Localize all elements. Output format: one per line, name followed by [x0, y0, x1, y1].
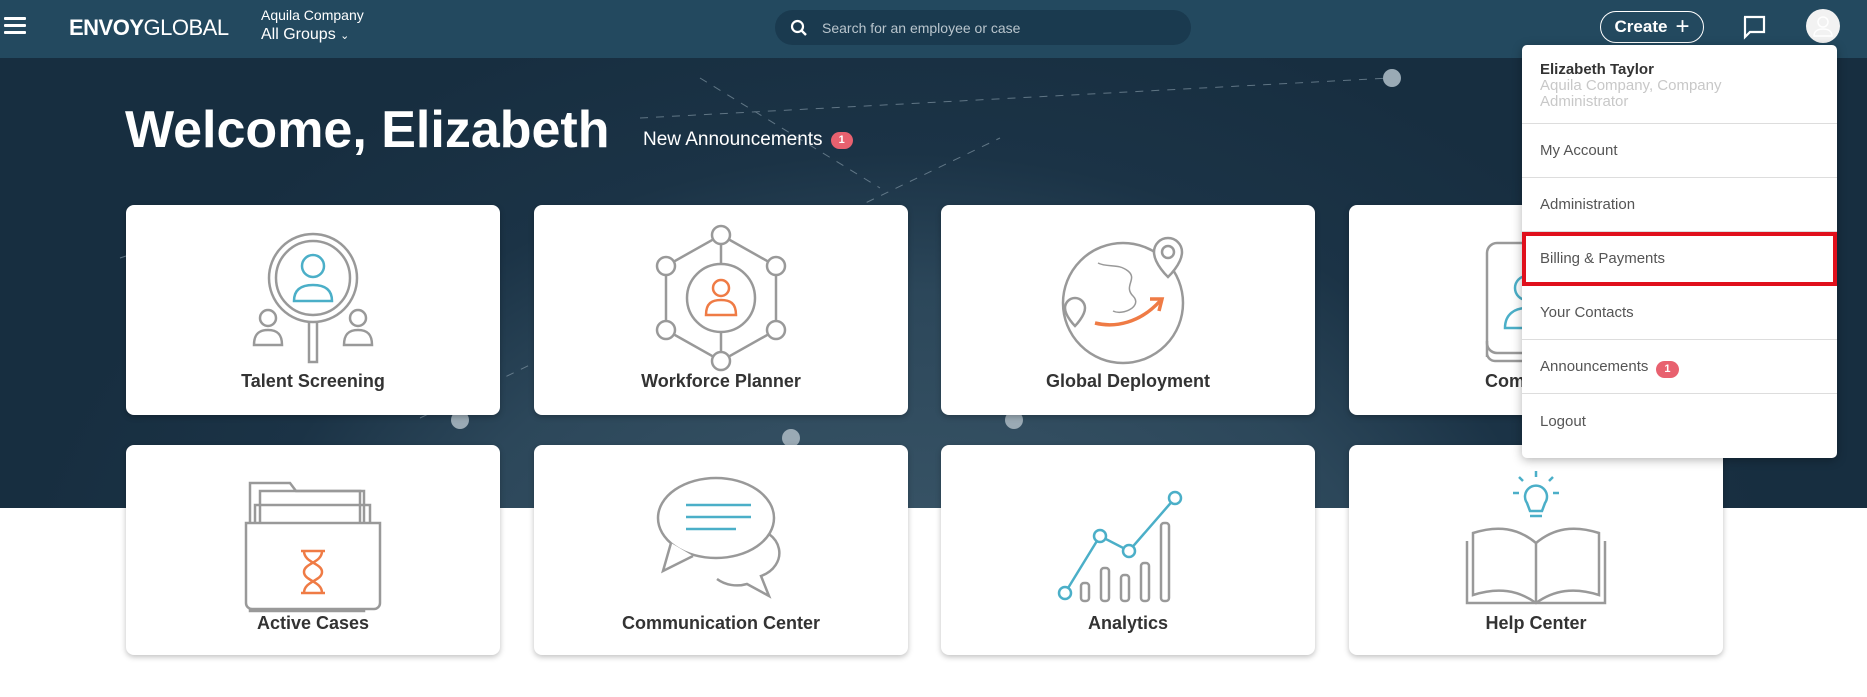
chevron-down-icon: ⌄ — [340, 30, 350, 42]
card-label: Analytics — [1087, 613, 1169, 633]
global-deployment-icon — [1061, 236, 1185, 365]
groups-label: All Groups — [261, 26, 336, 43]
user-info: Elizabeth Taylor Aquila Company, Company… — [1522, 45, 1837, 124]
new-announcements-link[interactable]: New Announcements 1 — [643, 129, 853, 151]
announcements-badge: 1 — [1656, 361, 1679, 378]
create-button[interactable]: Create + — [1600, 11, 1704, 43]
user-name: Elizabeth Taylor — [1540, 61, 1654, 78]
card-label: Talent Screening — [241, 371, 385, 391]
menu-item-logout[interactable]: Logout — [1522, 394, 1837, 448]
create-label: Create — [1614, 17, 1668, 36]
welcome-heading: Welcome, Elizabeth — [125, 101, 610, 159]
menu-item-my-account[interactable]: My Account — [1522, 124, 1837, 178]
search-input[interactable] — [822, 19, 1152, 36]
communication-icon — [656, 476, 781, 599]
card-talent-screening[interactable]: Talent Screening — [126, 205, 500, 415]
card-workforce-planner[interactable]: Workforce Planner — [534, 205, 908, 415]
user-icon — [1813, 16, 1833, 37]
menu-item-billing-payments[interactable]: Billing & Payments — [1522, 232, 1837, 286]
groups-dropdown[interactable]: All Groups ⌄ — [261, 26, 349, 44]
card-label: Com — [1485, 371, 1525, 391]
card-help-center[interactable]: Help Center — [1349, 445, 1723, 655]
menu-icon[interactable] — [4, 17, 26, 37]
chat-icon[interactable] — [1741, 14, 1767, 40]
active-cases-icon — [244, 481, 382, 613]
search-bar — [775, 10, 1191, 45]
menu-item-label: Administration — [1540, 196, 1636, 213]
logo[interactable]: ENVOYGLOBAL — [69, 15, 229, 41]
card-global-deployment[interactable]: Global Deployment — [941, 205, 1315, 415]
menu-item-announcements[interactable]: Announcements 1 — [1522, 340, 1837, 394]
card-label: Workforce Planner — [641, 371, 801, 391]
talent-screening-icon — [252, 232, 374, 364]
help-center-icon — [1465, 471, 1607, 605]
menu-item-label: Logout — [1540, 412, 1586, 430]
announcements-label: New Announcements — [643, 129, 823, 150]
card-analytics[interactable]: Analytics — [941, 445, 1315, 655]
analytics-icon — [1057, 490, 1183, 603]
logo-bold: ENVOY — [69, 15, 144, 40]
card-label: Communication Center — [621, 613, 821, 633]
card-active-cases[interactable]: Active Cases — [126, 445, 500, 655]
menu-item-label: Your Contacts — [1540, 304, 1634, 321]
top-nav: ENVOYGLOBAL Aquila Company All Groups ⌄ … — [0, 0, 1867, 58]
card-label: Help Center — [1485, 613, 1587, 633]
menu-item-administration[interactable]: Administration — [1522, 178, 1837, 232]
menu-item-label: Billing & Payments — [1540, 250, 1666, 267]
search-icon — [790, 19, 807, 36]
card-label: Active Cases — [256, 613, 370, 633]
user-menu-dropdown: Elizabeth Taylor Aquila Company, Company… — [1522, 45, 1837, 458]
logo-light: GLOBAL — [143, 15, 230, 40]
card-label: Global Deployment — [1045, 371, 1211, 391]
user-role: Aquila Company, Company Administrator — [1540, 77, 1722, 110]
workforce-planner-icon — [655, 224, 787, 372]
announcements-badge: 1 — [830, 131, 853, 149]
plus-icon: + — [1675, 13, 1690, 40]
menu-item-label: Announcements — [1540, 358, 1649, 375]
menu-item-label: My Account — [1540, 142, 1618, 159]
avatar[interactable] — [1806, 9, 1840, 43]
card-communication-center[interactable]: Communication Center — [534, 445, 908, 655]
menu-item-your-contacts[interactable]: Your Contacts — [1522, 286, 1837, 340]
company-name: Aquila Company — [261, 7, 364, 23]
